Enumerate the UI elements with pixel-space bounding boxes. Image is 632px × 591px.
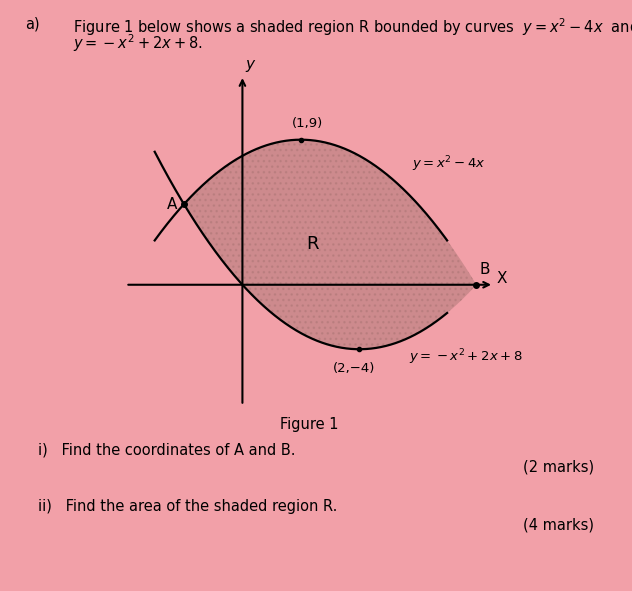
Text: $y = -x^2 + 2x + 8$: $y = -x^2 + 2x + 8$ [409, 348, 523, 367]
Text: X: X [497, 271, 507, 286]
Text: A: A [167, 197, 177, 212]
Text: i)   Find the coordinates of A and B.: i) Find the coordinates of A and B. [38, 442, 295, 457]
Text: $y = -x^2 + 2x + 8$.: $y = -x^2 + 2x + 8$. [73, 33, 202, 54]
Text: (2 marks): (2 marks) [523, 460, 594, 475]
Text: $y = x^2 - 4x$: $y = x^2 - 4x$ [412, 154, 486, 174]
Text: a): a) [25, 17, 40, 31]
Text: B: B [479, 262, 490, 277]
Text: ii)   Find the area of the shaded region R.: ii) Find the area of the shaded region R… [38, 499, 337, 514]
Text: (1,9): (1,9) [292, 117, 324, 130]
Text: (4 marks): (4 marks) [523, 517, 594, 532]
Text: (2,−4): (2,−4) [333, 362, 375, 375]
Text: Figure 1 below shows a shaded region R bounded by curves  $y = x^2 - 4x$  and: Figure 1 below shows a shaded region R b… [73, 17, 632, 38]
Text: R: R [307, 235, 319, 254]
Text: y: y [245, 57, 254, 72]
Text: Figure 1: Figure 1 [281, 417, 339, 431]
